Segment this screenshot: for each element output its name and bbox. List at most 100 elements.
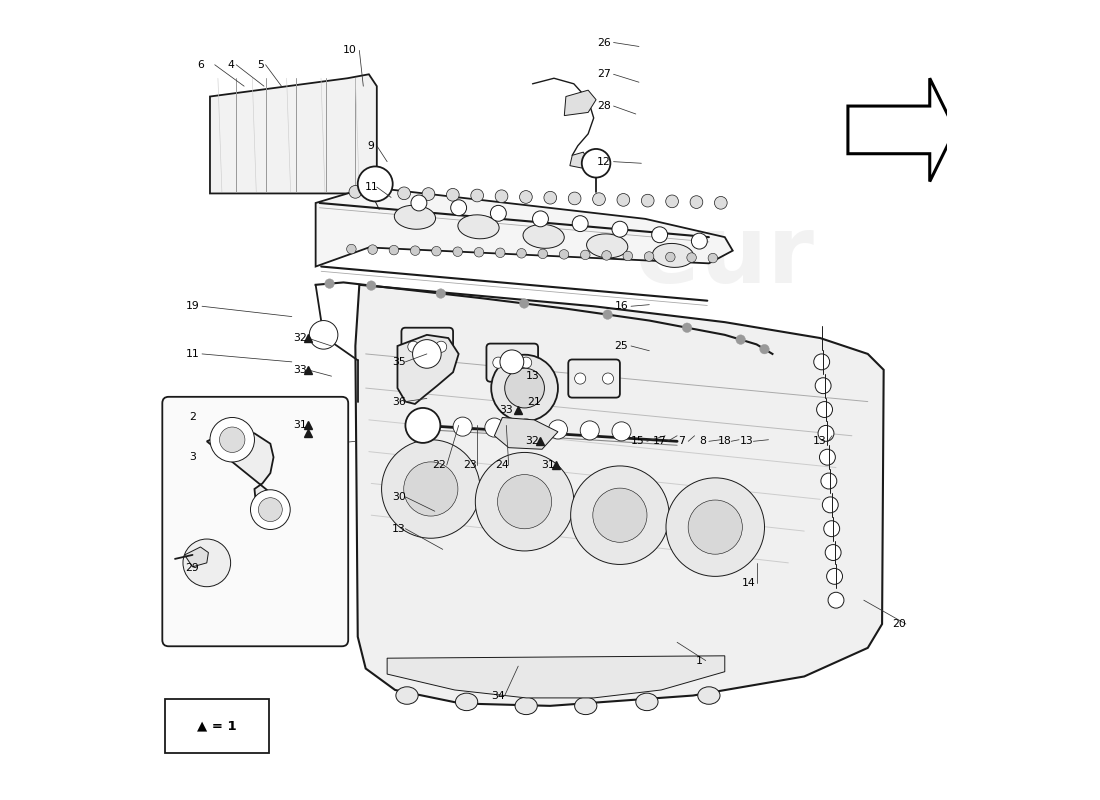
Circle shape — [406, 408, 440, 443]
Text: 33: 33 — [499, 405, 514, 414]
Circle shape — [825, 545, 842, 561]
Text: 21: 21 — [527, 397, 541, 406]
Circle shape — [823, 497, 838, 513]
Circle shape — [580, 421, 600, 440]
Circle shape — [666, 195, 679, 208]
Text: 10: 10 — [343, 46, 356, 55]
Polygon shape — [570, 152, 589, 168]
Circle shape — [453, 417, 472, 436]
Circle shape — [603, 373, 614, 384]
Ellipse shape — [522, 224, 564, 248]
Circle shape — [471, 189, 484, 202]
Circle shape — [373, 186, 386, 199]
Circle shape — [549, 420, 568, 439]
Circle shape — [574, 373, 586, 384]
Circle shape — [475, 453, 574, 551]
Ellipse shape — [394, 206, 436, 230]
Circle shape — [666, 478, 764, 576]
Text: 25: 25 — [615, 341, 628, 351]
Text: 11: 11 — [364, 182, 378, 192]
Text: 8: 8 — [700, 436, 706, 446]
Polygon shape — [207, 430, 284, 523]
Circle shape — [447, 189, 459, 201]
Text: 31: 31 — [541, 460, 556, 470]
Circle shape — [436, 289, 446, 298]
Circle shape — [519, 298, 529, 308]
Circle shape — [519, 190, 532, 203]
Polygon shape — [355, 285, 883, 706]
Circle shape — [258, 498, 283, 522]
Circle shape — [593, 193, 605, 206]
Text: 12: 12 — [597, 157, 611, 166]
Text: 13: 13 — [526, 371, 539, 381]
Text: 1: 1 — [696, 655, 703, 666]
Circle shape — [821, 473, 837, 489]
Ellipse shape — [396, 686, 418, 704]
Circle shape — [382, 440, 480, 538]
Circle shape — [389, 246, 398, 255]
Text: 29: 29 — [186, 563, 199, 574]
Circle shape — [497, 474, 552, 529]
Text: 36: 36 — [393, 397, 406, 406]
Text: 28: 28 — [597, 101, 611, 111]
Circle shape — [582, 149, 610, 178]
Text: eur: eur — [636, 211, 814, 303]
Circle shape — [408, 342, 419, 352]
Circle shape — [686, 253, 696, 262]
Circle shape — [368, 186, 385, 202]
Text: 9: 9 — [367, 141, 375, 150]
Text: 13: 13 — [393, 524, 406, 534]
Text: 5: 5 — [257, 60, 264, 70]
Circle shape — [814, 354, 829, 370]
Circle shape — [491, 206, 506, 222]
Circle shape — [612, 222, 628, 237]
Circle shape — [183, 539, 231, 586]
Text: 14: 14 — [741, 578, 756, 588]
Circle shape — [499, 350, 524, 374]
Text: 32: 32 — [293, 333, 307, 343]
Circle shape — [641, 194, 654, 207]
Circle shape — [571, 466, 669, 565]
Circle shape — [517, 419, 536, 438]
Circle shape — [324, 279, 334, 288]
FancyBboxPatch shape — [569, 359, 620, 398]
Text: 13: 13 — [813, 436, 827, 446]
Circle shape — [689, 500, 743, 554]
Text: 4: 4 — [228, 60, 234, 70]
Circle shape — [431, 246, 441, 256]
Circle shape — [346, 244, 356, 254]
Circle shape — [210, 418, 254, 462]
Circle shape — [404, 462, 458, 516]
Circle shape — [816, 402, 833, 418]
Text: 15: 15 — [630, 436, 645, 446]
Text: 11: 11 — [186, 349, 199, 359]
FancyBboxPatch shape — [163, 397, 349, 646]
Circle shape — [690, 196, 703, 209]
FancyBboxPatch shape — [402, 328, 453, 366]
Circle shape — [820, 450, 835, 465]
Polygon shape — [185, 547, 208, 567]
Text: 20: 20 — [892, 619, 906, 629]
Circle shape — [485, 418, 504, 437]
Circle shape — [623, 251, 632, 261]
Text: 13: 13 — [740, 436, 754, 446]
Text: 24: 24 — [495, 460, 509, 470]
Polygon shape — [316, 187, 733, 266]
Circle shape — [826, 569, 843, 584]
FancyBboxPatch shape — [165, 698, 268, 753]
FancyBboxPatch shape — [486, 343, 538, 382]
Circle shape — [651, 227, 668, 242]
Ellipse shape — [636, 693, 658, 710]
Circle shape — [617, 194, 629, 206]
Text: 19: 19 — [186, 302, 199, 311]
Text: 7: 7 — [678, 436, 684, 446]
Circle shape — [543, 191, 557, 204]
Circle shape — [495, 248, 505, 258]
Ellipse shape — [697, 686, 720, 704]
Circle shape — [505, 368, 544, 408]
Text: 23: 23 — [464, 460, 477, 470]
Circle shape — [581, 250, 590, 260]
Circle shape — [736, 335, 746, 344]
Ellipse shape — [515, 697, 537, 714]
Text: a passion: a passion — [620, 449, 766, 478]
